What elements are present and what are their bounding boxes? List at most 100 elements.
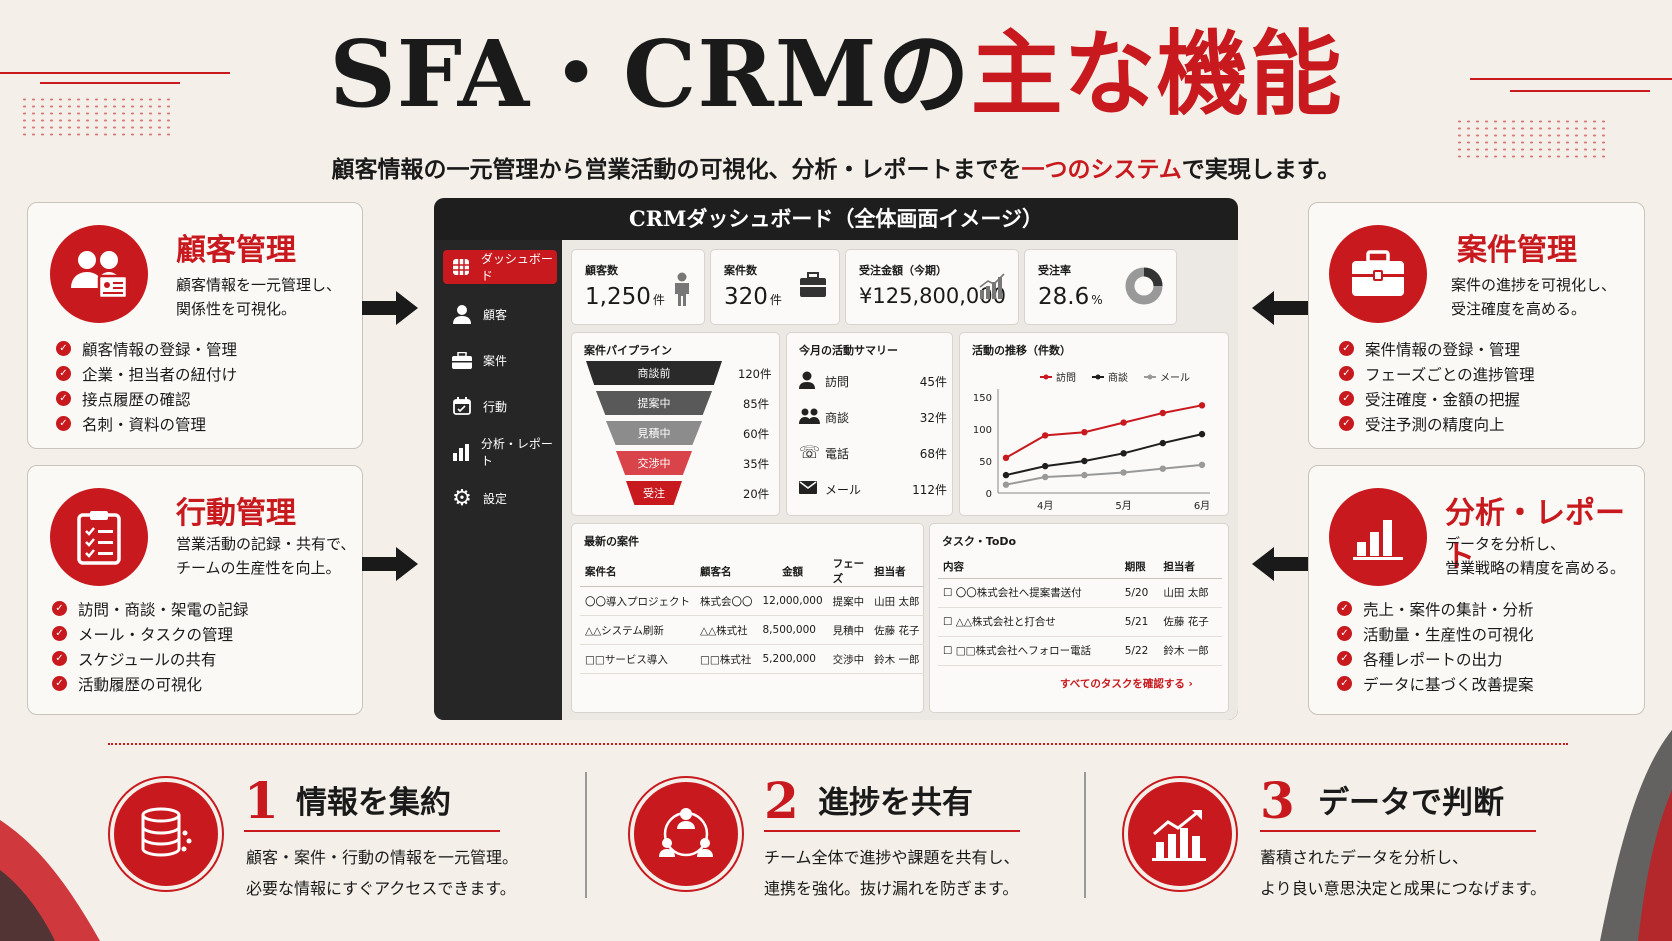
- list-item: ✓ スケジュールの共有: [52, 646, 249, 671]
- list-item: ✓ 顧客情報の登録・管理: [56, 336, 237, 361]
- nav-item-dashboard[interactable]: ダッシュボード: [443, 250, 557, 284]
- table-row[interactable]: ☐ □□株式会社へフォロー電話 5/22 鈴木 一郎: [938, 636, 1222, 666]
- series-point: [1002, 481, 1010, 488]
- x-tick-label: 5月: [1115, 500, 1131, 512]
- list-item: ✓ データに基づく改善提案: [1337, 671, 1534, 696]
- card-title: 顧客管理: [176, 233, 296, 268]
- clipboard-icon: [50, 488, 148, 586]
- series-point: [1042, 432, 1049, 439]
- list-item: ☏ 電話 68件: [799, 443, 947, 463]
- funnel-stage: 商談前: [586, 361, 722, 385]
- list-item: ✓ 接点履歴の確認: [56, 386, 237, 411]
- funnel-value: 35件: [743, 457, 770, 471]
- vertical-separator: [1084, 772, 1086, 898]
- list-item: ✓ 活動量・生産性の可視化: [1337, 621, 1534, 646]
- briefcase-icon: [451, 349, 473, 371]
- table-row[interactable]: △△システム刷新 △△株式社 8,500,000 見積中 佐藤 花子: [580, 615, 925, 645]
- list-item: ✓ 名刺・資料の管理: [56, 411, 237, 436]
- card-deal-management: 案件管理 案件の進捗を可視化し、 受注確度を高める。 ✓ 案件情報の登録・管理 ✓ フ…: [1308, 202, 1645, 449]
- gear-icon: ⚙: [452, 485, 472, 511]
- nav-item-customer[interactable]: 顧客: [443, 297, 557, 331]
- check-icon: ✓: [1337, 601, 1352, 616]
- series-point: [1002, 471, 1010, 479]
- nav-item-deal[interactable]: 案件: [443, 343, 557, 377]
- check-icon: ✓: [1339, 366, 1354, 381]
- nav-item-settings[interactable]: ⚙ 設定: [452, 485, 508, 511]
- brush-stroke-decor: [0, 820, 100, 941]
- trend-line-chart: 0 50 100 150 4月 5月 6月 訪問 商談 メール: [973, 371, 1210, 512]
- check-icon: ✓: [56, 391, 71, 406]
- series-point: [1159, 465, 1166, 472]
- feature-list: ✓ 訪問・商談・架電の記録 ✓ メール・タスクの管理 ✓ スケジュールの共有 ✓ 活動履…: [52, 596, 249, 696]
- arrow-left-icon: [1252, 291, 1308, 325]
- series-point: [1198, 430, 1206, 438]
- kpi-card: 案件数 320 件: [710, 249, 840, 325]
- list-item: 商談 32件: [799, 403, 947, 431]
- crm-dashboard-mockup: CRMダッシュボード（全体画面イメージ） ダッシュボード 顧客 案件 行動 分析…: [434, 198, 1238, 720]
- series-point: [1198, 461, 1206, 469]
- series-point: [1159, 409, 1166, 417]
- arrow-left-icon: [1252, 547, 1308, 581]
- table-row[interactable]: ☐ △△株式会社と打合せ 5/21 佐藤 花子: [938, 607, 1222, 637]
- series-point: [1120, 419, 1127, 426]
- card-desc: データを分析し、 営業戦略の精度を高める。: [1445, 535, 1626, 577]
- arrow-right-icon: [362, 291, 418, 325]
- arrow-right-icon: [362, 547, 418, 581]
- decor-line: [1510, 90, 1650, 92]
- list-item: ✓ メール・タスクの管理: [52, 621, 249, 646]
- table-row[interactable]: 〇〇導入プロジェクト 株式会〇〇 12,000,000 提案中 山田 太郎: [580, 586, 925, 616]
- feature-title: 進捗を共有: [818, 785, 973, 821]
- funnel-value: 20件: [743, 487, 770, 501]
- feature-title: 情報を集約: [296, 785, 451, 821]
- check-icon: ✓: [52, 626, 67, 641]
- list-item: ✓ 訪問・商談・架電の記録: [52, 596, 249, 621]
- table-row[interactable]: □□サービス導入 □□株式社 5,200,000 交渉中 鈴木 一郎: [580, 644, 925, 674]
- nav-item-report[interactable]: 分析・レポート: [443, 435, 557, 469]
- card-title: 分析・レポート: [1445, 496, 1625, 575]
- view-all-tasks-link[interactable]: すべてのタスクを確認する ›: [1060, 678, 1193, 690]
- tasks-panel: タスク・ToDo 内容 期限 担当者 ☐ 〇〇株式会社へ提案書送付 5/20 山田 …: [929, 523, 1229, 713]
- feature-desc: 顧客・案件・行動の情報を一元管理。 必要な情報にすぐアクセスできます。: [246, 848, 519, 898]
- series-point: [1081, 457, 1088, 465]
- briefcase-icon: [1329, 225, 1427, 323]
- dashboard-title: CRMダッシュボード（全体画面イメージ）: [629, 206, 1043, 231]
- checkbox[interactable]: ☐: [943, 645, 956, 657]
- checkbox[interactable]: ☐: [943, 616, 956, 628]
- bar-chart-icon: [979, 273, 1005, 299]
- y-tick-label: 150: [973, 393, 992, 404]
- activity-summary-panel: 今月の活動サマリー 訪問 45件 商談 32件 ☏ 電話 68件 メール 112件: [786, 332, 953, 516]
- checkbox[interactable]: ☐: [943, 587, 956, 599]
- series-point: [1081, 471, 1088, 479]
- legend-label: メール: [1160, 373, 1190, 384]
- legend-label: 商談: [1108, 371, 1128, 384]
- funnel-value: 85件: [743, 397, 770, 411]
- feature-number: 1: [244, 771, 279, 830]
- check-icon: ✓: [1337, 651, 1352, 666]
- funnel-stage: 交渉中: [616, 451, 692, 475]
- list-item: ✓ 活動履歴の可視化: [52, 671, 249, 696]
- nav-item-activity[interactable]: 行動: [443, 389, 557, 423]
- tasks-table: 内容 期限 担当者 ☐ 〇〇株式会社へ提案書送付 5/20 山田 太郎 ☐ △△株式…: [938, 556, 1222, 666]
- decor-dots: [20, 96, 170, 136]
- list-item: ✓ 各種レポートの出力: [1337, 646, 1534, 671]
- list-item: ✓ 案件情報の登録・管理: [1339, 336, 1535, 361]
- card-title: 行動管理: [176, 496, 296, 531]
- check-icon: ✓: [56, 366, 71, 381]
- funnel-value: 60件: [743, 427, 770, 441]
- pipeline-panel: 案件パイプライン 商談前 提案中 見積中 交渉中 受注 120件 85件 60件…: [571, 332, 780, 516]
- calendar-icon: [451, 395, 473, 417]
- card-desc: 営業活動の記録・共有で、 チームの生産性を向上。: [176, 535, 356, 577]
- feature-number: 3: [1260, 771, 1295, 830]
- funnel-value: 120件: [738, 367, 772, 381]
- legend-swatch: [1043, 374, 1049, 380]
- legend-swatch: [1095, 374, 1101, 380]
- kpi-card: 受注率 28.6%: [1024, 249, 1177, 325]
- card-analysis-report: 分析・レポート データを分析し、 営業戦略の精度を高める。 ✓ 売上・案件の集計・分…: [1308, 465, 1645, 715]
- activity-trend-panel: 活動の推移（件数） 0 50 100 150 4月 5月 6月 訪問 商談 メール: [959, 332, 1229, 516]
- table-row[interactable]: ☐ 〇〇株式会社へ提案書送付 5/20 山田 太郎: [938, 578, 1222, 608]
- mail-icon: [799, 481, 825, 497]
- check-icon: ✓: [1339, 416, 1354, 431]
- decor-line: [1470, 78, 1672, 80]
- funnel-stage: 提案中: [596, 391, 712, 415]
- card-desc: 案件の進捗を可視化し、 受注確度を高める。: [1451, 276, 1617, 318]
